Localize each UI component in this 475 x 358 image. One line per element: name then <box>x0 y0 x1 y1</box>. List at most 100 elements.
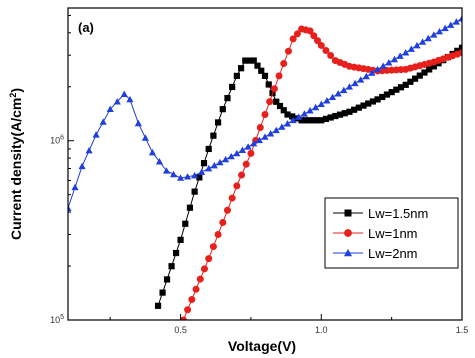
data-point <box>205 255 213 263</box>
data-point <box>250 57 257 64</box>
data-point <box>214 231 222 239</box>
data-point <box>340 86 348 94</box>
data-point <box>233 72 240 79</box>
data-point <box>435 27 444 35</box>
data-point <box>184 173 192 180</box>
data-point <box>360 102 367 109</box>
data-point <box>280 107 287 114</box>
data-point <box>346 108 353 115</box>
data-point <box>458 49 462 57</box>
data-point <box>233 149 241 157</box>
data-point <box>196 174 203 181</box>
data-point <box>216 158 224 166</box>
legend: Lw=1.5nm Lw=1nm Lw=2nm <box>324 197 459 269</box>
data-point <box>200 265 208 273</box>
data-point <box>365 100 372 107</box>
data-point <box>306 117 313 124</box>
data-point <box>383 91 391 98</box>
data-point <box>210 161 218 169</box>
data-point <box>209 243 217 251</box>
data-point <box>458 15 462 22</box>
data-point <box>310 117 317 124</box>
data-point <box>336 111 344 118</box>
data-point <box>184 306 192 314</box>
data-point <box>267 130 275 137</box>
data-point <box>357 76 365 83</box>
data-point <box>198 168 206 175</box>
data-point <box>276 102 284 110</box>
y-tick-label: 106 <box>50 135 64 146</box>
data-point <box>227 152 235 160</box>
data-point <box>270 85 278 93</box>
data-point <box>424 34 432 42</box>
data-point <box>106 105 114 113</box>
data-point <box>273 98 280 105</box>
legend-label: Lw=1.5nm <box>368 206 428 221</box>
data-point <box>306 107 314 114</box>
data-point <box>85 146 93 154</box>
data-point <box>223 206 231 214</box>
data-point <box>229 83 236 91</box>
data-point <box>200 160 208 167</box>
data-point <box>334 90 342 97</box>
data-point <box>265 81 272 88</box>
data-point <box>154 302 162 309</box>
data-point <box>169 170 178 178</box>
data-point <box>355 104 362 111</box>
data-point <box>327 52 335 60</box>
data-point <box>250 139 258 147</box>
data-point <box>407 78 414 85</box>
data-point <box>205 164 213 172</box>
y-axis-title-close: ) <box>8 88 24 93</box>
plot-frame <box>67 7 463 321</box>
legend-marker <box>343 248 353 257</box>
data-point <box>289 113 296 120</box>
data-point <box>426 66 433 73</box>
data-point <box>430 31 438 38</box>
data-point <box>163 276 171 283</box>
data-point <box>369 98 376 105</box>
data-point <box>322 115 330 122</box>
data-point <box>430 63 437 70</box>
y-axis-title-sup: 2 <box>8 93 18 98</box>
data-point <box>205 145 212 153</box>
data-point <box>159 289 166 296</box>
data-point <box>78 162 86 170</box>
data-point <box>388 89 395 96</box>
legend-entry: Lw=2nm <box>333 246 418 261</box>
legend-entry: Lw=1nm <box>333 226 418 241</box>
data-point <box>191 171 199 179</box>
data-point <box>242 160 250 168</box>
data-point <box>421 69 428 76</box>
data-point <box>368 69 376 76</box>
data-point <box>71 183 79 191</box>
data-point <box>407 45 415 52</box>
data-point <box>314 117 321 124</box>
legend-marker <box>344 209 352 217</box>
data-point <box>188 296 196 304</box>
data-point <box>323 97 331 104</box>
data-point <box>328 93 337 101</box>
data-point <box>289 116 297 124</box>
data-point <box>275 72 283 80</box>
data-point <box>219 106 226 113</box>
series-circle <box>179 25 462 320</box>
data-point <box>191 188 198 195</box>
data-point <box>317 41 325 49</box>
data-point <box>452 18 460 25</box>
data-point <box>351 106 358 113</box>
series-layer <box>68 15 462 320</box>
data-point <box>390 55 399 63</box>
data-point <box>246 57 253 64</box>
data-point <box>278 123 286 130</box>
data-point <box>317 100 325 107</box>
data-point <box>254 62 261 69</box>
data-point <box>393 86 400 93</box>
data-point <box>314 37 322 45</box>
data-point <box>261 133 269 140</box>
data-point <box>280 60 288 68</box>
data-point <box>141 134 149 141</box>
data-point <box>99 118 107 125</box>
data-point <box>295 113 303 120</box>
